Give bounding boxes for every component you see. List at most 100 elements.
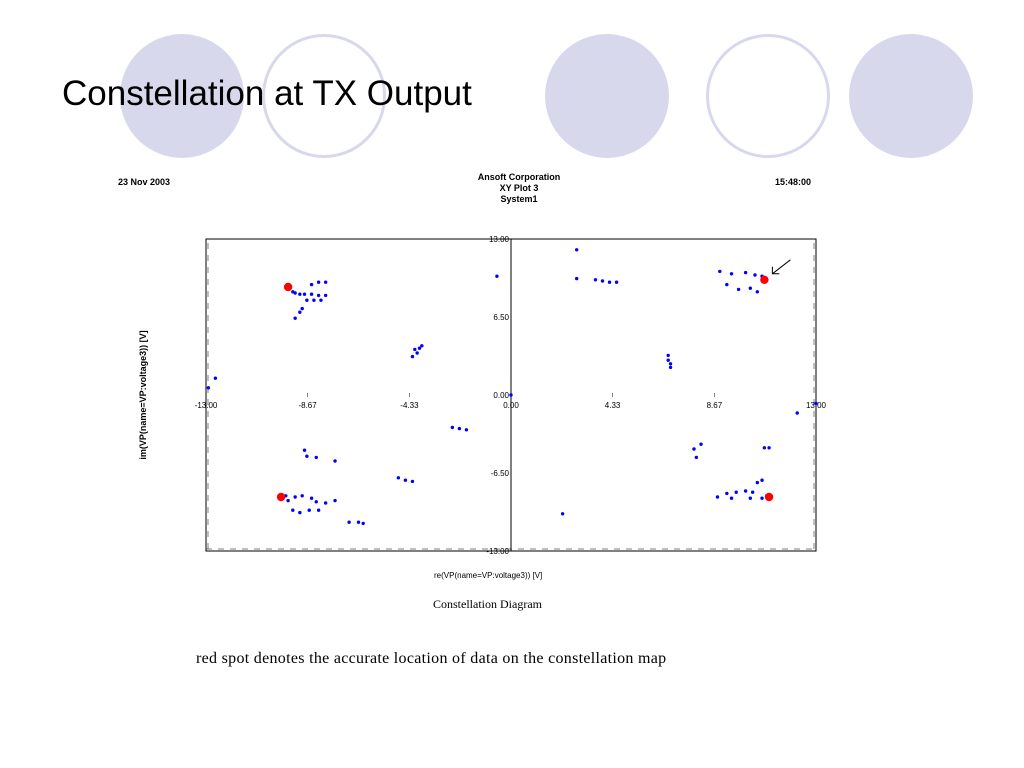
slide-note: red spot denotes the accurate location o…	[196, 650, 667, 667]
constellation-point	[750, 490, 755, 494]
reference-point	[764, 492, 774, 502]
constellation-point	[323, 501, 328, 505]
constellation-point	[305, 298, 309, 302]
constellation-point	[347, 520, 351, 524]
constellation-point	[748, 496, 753, 500]
constellation-point	[403, 478, 408, 482]
constellation-point	[300, 494, 304, 498]
constellation-point	[600, 279, 605, 283]
constellation-point	[560, 512, 565, 516]
chart-caption: Constellation Diagram	[433, 597, 542, 611]
x-tick-label: 8.67	[707, 401, 723, 410]
y-tick-label: 0.00	[493, 391, 509, 400]
constellation-point	[302, 448, 307, 452]
constellation-point	[286, 498, 290, 503]
deco-circle-outline	[706, 34, 830, 158]
constellation-point	[420, 344, 424, 348]
x-tick-label: 4.33	[605, 401, 621, 410]
x-tick-label: -8.67	[298, 401, 317, 410]
constellation-point	[743, 489, 748, 493]
constellation-point	[323, 280, 328, 284]
slide-title: Constellation at TX Output	[62, 74, 472, 113]
plot-name: XY Plot 3	[499, 183, 539, 193]
constellation-point	[333, 498, 337, 503]
constellation-point	[509, 393, 513, 397]
y-axis-label: im(VP(name=VP:voltage3)) [V]	[138, 330, 148, 460]
constellation-point	[760, 478, 764, 482]
deco-circle-filled	[120, 34, 244, 158]
constellation-point	[293, 495, 297, 499]
constellation-point	[312, 298, 316, 302]
constellation-point	[396, 476, 401, 480]
constellation-point	[293, 291, 297, 295]
constellation-point	[795, 411, 799, 415]
constellation-point	[291, 508, 295, 512]
constellation-point	[356, 520, 361, 524]
constellation-point	[314, 455, 318, 460]
constellation-point	[307, 508, 311, 512]
reference-point	[283, 282, 293, 292]
plot-system: System1	[500, 194, 538, 204]
constellation-point	[692, 447, 696, 451]
annotation-arrow	[772, 259, 791, 275]
constellation-point	[323, 293, 328, 298]
plot-date: 23 Nov 2003	[118, 177, 171, 187]
y-tick-label: -6.50	[491, 469, 510, 478]
constellation-point	[694, 455, 699, 460]
constellation-point	[725, 282, 729, 287]
deco-circle-filled	[545, 34, 669, 158]
constellation-point	[666, 358, 670, 362]
x-axis-label: re(VP(name=VP:voltage3)) [V]	[434, 571, 543, 580]
x-tick-label: -13.00	[195, 401, 218, 410]
y-tick-label: 13.00	[489, 235, 510, 244]
constellation-point	[725, 491, 729, 496]
x-tick-label: 13.00	[806, 401, 827, 410]
constellation-point	[748, 286, 753, 290]
constellation-point	[314, 500, 318, 504]
constellation-point	[753, 273, 757, 277]
constellation-point	[668, 365, 673, 370]
constellation-point	[762, 446, 767, 450]
constellation-point	[316, 508, 321, 512]
constellation-point	[206, 386, 211, 390]
constellation-point	[767, 446, 771, 450]
constellation-point	[495, 274, 499, 278]
constellation-point	[755, 480, 760, 485]
plot-time: 15:48:00	[775, 177, 812, 187]
constellation-point	[213, 376, 218, 380]
constellation-point	[736, 287, 741, 292]
constellation-point	[574, 248, 579, 252]
constellation-point	[316, 280, 321, 284]
constellation-point	[715, 495, 720, 499]
constellation-point	[450, 425, 455, 430]
constellation-point	[729, 496, 734, 500]
constellation-point	[464, 428, 469, 432]
constellation-point	[718, 269, 722, 274]
constellation-point	[300, 306, 304, 311]
constellation-point	[293, 316, 297, 320]
constellation-point	[309, 282, 314, 287]
constellation-point	[699, 442, 703, 446]
constellation-point	[755, 290, 760, 294]
constellation-point	[417, 346, 422, 350]
constellation-point	[319, 298, 323, 302]
constellation-point	[413, 347, 417, 352]
x-tick-label: -4.33	[400, 401, 419, 410]
constellation-point	[457, 426, 462, 431]
x-tick-label: 0.00	[503, 401, 519, 410]
constellation-point	[574, 276, 579, 281]
constellation-point	[668, 362, 673, 366]
constellation-point	[298, 310, 302, 314]
constellation-point	[734, 490, 738, 494]
constellation-point	[305, 454, 309, 458]
constellation-point	[298, 292, 302, 296]
annotation-arrowhead	[771, 266, 780, 275]
plot-header-block: Ansoft Corporation XY Plot 3 System1	[459, 172, 579, 205]
constellation-point	[410, 354, 415, 359]
constellation-point	[666, 353, 670, 358]
y-tick-label: 6.50	[493, 313, 509, 322]
constellation-point	[760, 496, 764, 500]
plot-company: Ansoft Corporation	[477, 172, 561, 182]
